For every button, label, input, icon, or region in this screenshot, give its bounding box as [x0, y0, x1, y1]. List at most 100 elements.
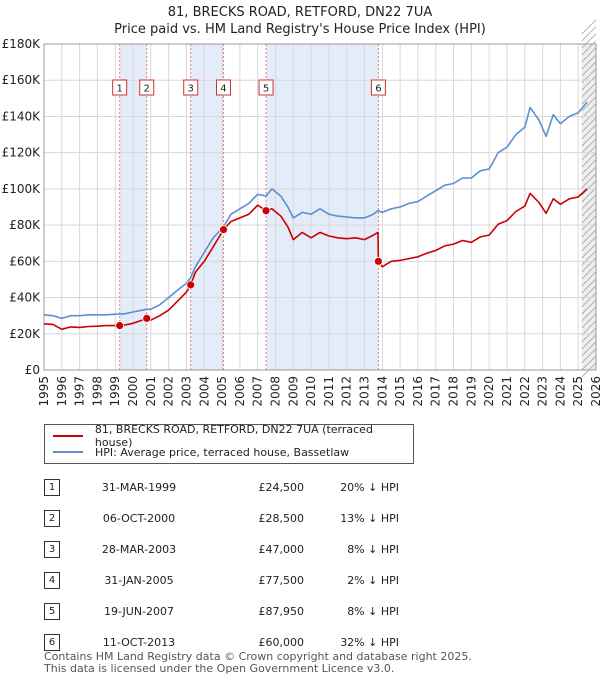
y-tick-label: £180K	[2, 37, 42, 51]
sale-number: 4	[44, 572, 60, 589]
x-tick-label: 2011	[322, 376, 336, 407]
x-tick-label: 2001	[144, 376, 158, 407]
sale-date: 31-MAR-1999	[101, 481, 177, 494]
forecast-hatch	[581, 152, 597, 168]
sale-hpi-diff: 8% ↓ HPI	[347, 605, 399, 618]
legend-swatch-hpi	[53, 451, 83, 453]
forecast-hatch	[581, 194, 597, 210]
forecast-hatch	[581, 215, 597, 231]
x-tick-label: 2026	[589, 376, 600, 407]
table-row: 6 11-OCT-2013 £60,000 32% ↓ HPI	[44, 627, 399, 658]
x-tick-label: 2000	[126, 376, 140, 407]
x-tick-label: 2018	[447, 376, 461, 407]
sale-label: 5	[263, 84, 269, 95]
x-tick-label: 2014	[375, 376, 389, 407]
footer: Contains HM Land Registry data © Crown c…	[44, 651, 472, 675]
x-tick-label: 2009	[286, 376, 300, 407]
legend-item-property: 81, BRECKS ROAD, RETFORD, DN22 7UA (terr…	[53, 423, 413, 449]
legend-item-hpi: HPI: Average price, terraced house, Bass…	[53, 444, 349, 460]
forecast-hatch	[581, 54, 597, 70]
x-tick-label: 2004	[197, 376, 211, 407]
sale-hpi-diff: 32% ↓ HPI	[340, 636, 399, 649]
forecast-hatch	[581, 348, 597, 364]
sale-hpi-diff: 13% ↓ HPI	[340, 512, 399, 525]
y-tick-label: £120K	[2, 146, 42, 160]
sale-hpi-diff: 8% ↓ HPI	[347, 543, 399, 556]
x-tick-label: 1999	[108, 376, 122, 407]
x-tick-label: 2022	[518, 376, 532, 407]
forecast-hatch	[581, 355, 597, 371]
sale-price: £87,950	[258, 605, 305, 618]
price-chart: £0 £20K £40K £60K £80K £100K £120K £140K £160K £1…	[2, 19, 600, 407]
forecast-hatch	[581, 341, 597, 357]
forecast-hatch	[581, 82, 597, 98]
forecast-hatch	[581, 327, 597, 343]
forecast-hatch	[581, 40, 597, 56]
sale-point	[261, 206, 271, 216]
forecast-hatch	[581, 201, 597, 217]
sale-label: 2	[144, 84, 150, 95]
x-tick-label: 2002	[162, 376, 176, 407]
y-tick-label: £0	[25, 363, 40, 377]
sale-number: 1	[44, 479, 60, 496]
legend-swatch-property	[53, 435, 83, 437]
x-tick-label: 1998	[90, 376, 104, 407]
forecast-hatch	[581, 75, 597, 91]
forecast-hatch	[581, 173, 597, 189]
sales-table: 1 31-MAR-1999 £24,500 20% ↓ HPI 2 06-OCT…	[44, 472, 399, 658]
x-tick-label: 2016	[411, 376, 425, 407]
footer-licence: This data is licensed under the Open Gov…	[44, 662, 395, 675]
sale-date: 28-MAR-2003	[101, 543, 177, 556]
x-tick-label: 2007	[251, 376, 265, 407]
sale-label: 3	[188, 84, 194, 95]
chart-title: 81, BRECKS ROAD, RETFORD, DN22 7UA	[167, 5, 433, 20]
forecast-hatch	[581, 47, 597, 63]
x-tick-label: 2015	[393, 376, 407, 407]
x-tick-label: 2020	[482, 376, 496, 407]
sale-number: 5	[44, 603, 60, 620]
y-tick-label: £60K	[9, 254, 41, 268]
sale-label: 4	[220, 84, 226, 95]
sale-price: £77,500	[258, 574, 305, 587]
x-tick-label: 2012	[340, 376, 354, 407]
y-tick-label: £20K	[9, 327, 41, 341]
forecast-hatch	[581, 306, 597, 322]
forecast-hatch	[581, 103, 597, 119]
forecast-hatch	[581, 124, 597, 140]
sale-label-box	[112, 79, 128, 96]
sale-date: 19-JUN-2007	[103, 605, 175, 618]
ownership-span	[190, 44, 224, 370]
x-tick-label: 2024	[553, 376, 567, 407]
forecast-hatch	[581, 61, 597, 77]
chart-subtitle: Price paid vs. HM Land Registry's House …	[114, 22, 486, 37]
x-tick-label: 2023	[536, 376, 550, 407]
y-tick-label: £140K	[2, 109, 42, 123]
forecast-hatch	[581, 159, 597, 175]
y-tick-label: £80K	[9, 218, 41, 232]
sale-label-box	[139, 79, 155, 96]
forecast-hatch	[581, 33, 597, 49]
table-row: 2 06-OCT-2000 £28,500 13% ↓ HPI	[44, 503, 399, 534]
sale-number: 2	[44, 510, 60, 527]
table-row: 4 31-JAN-2005 £77,500 2% ↓ HPI	[44, 565, 399, 596]
sale-label: 1	[116, 84, 122, 95]
sale-point	[115, 321, 125, 331]
forecast-hatch	[581, 138, 597, 154]
table-row: 1 31-MAR-1999 £24,500 20% ↓ HPI	[44, 472, 399, 503]
forecast-hatch	[581, 264, 597, 280]
forecast-hatch	[581, 271, 597, 287]
x-tick-label: 2019	[464, 376, 478, 407]
forecast-hatch	[581, 166, 597, 182]
sale-point	[186, 280, 196, 290]
sale-date: 31-JAN-2005	[104, 574, 174, 587]
sale-number: 6	[44, 634, 60, 651]
x-tick-label: 2010	[304, 376, 318, 407]
forecast-hatch	[581, 229, 597, 245]
sale-point	[374, 256, 383, 266]
y-tick-label: £100K	[2, 182, 42, 196]
x-tick-label: 2003	[179, 376, 193, 407]
forecast-hatch	[581, 26, 597, 42]
forecast-hatch	[581, 117, 597, 133]
y-tick-label: £160K	[2, 73, 42, 87]
sale-label: 6	[375, 84, 381, 95]
